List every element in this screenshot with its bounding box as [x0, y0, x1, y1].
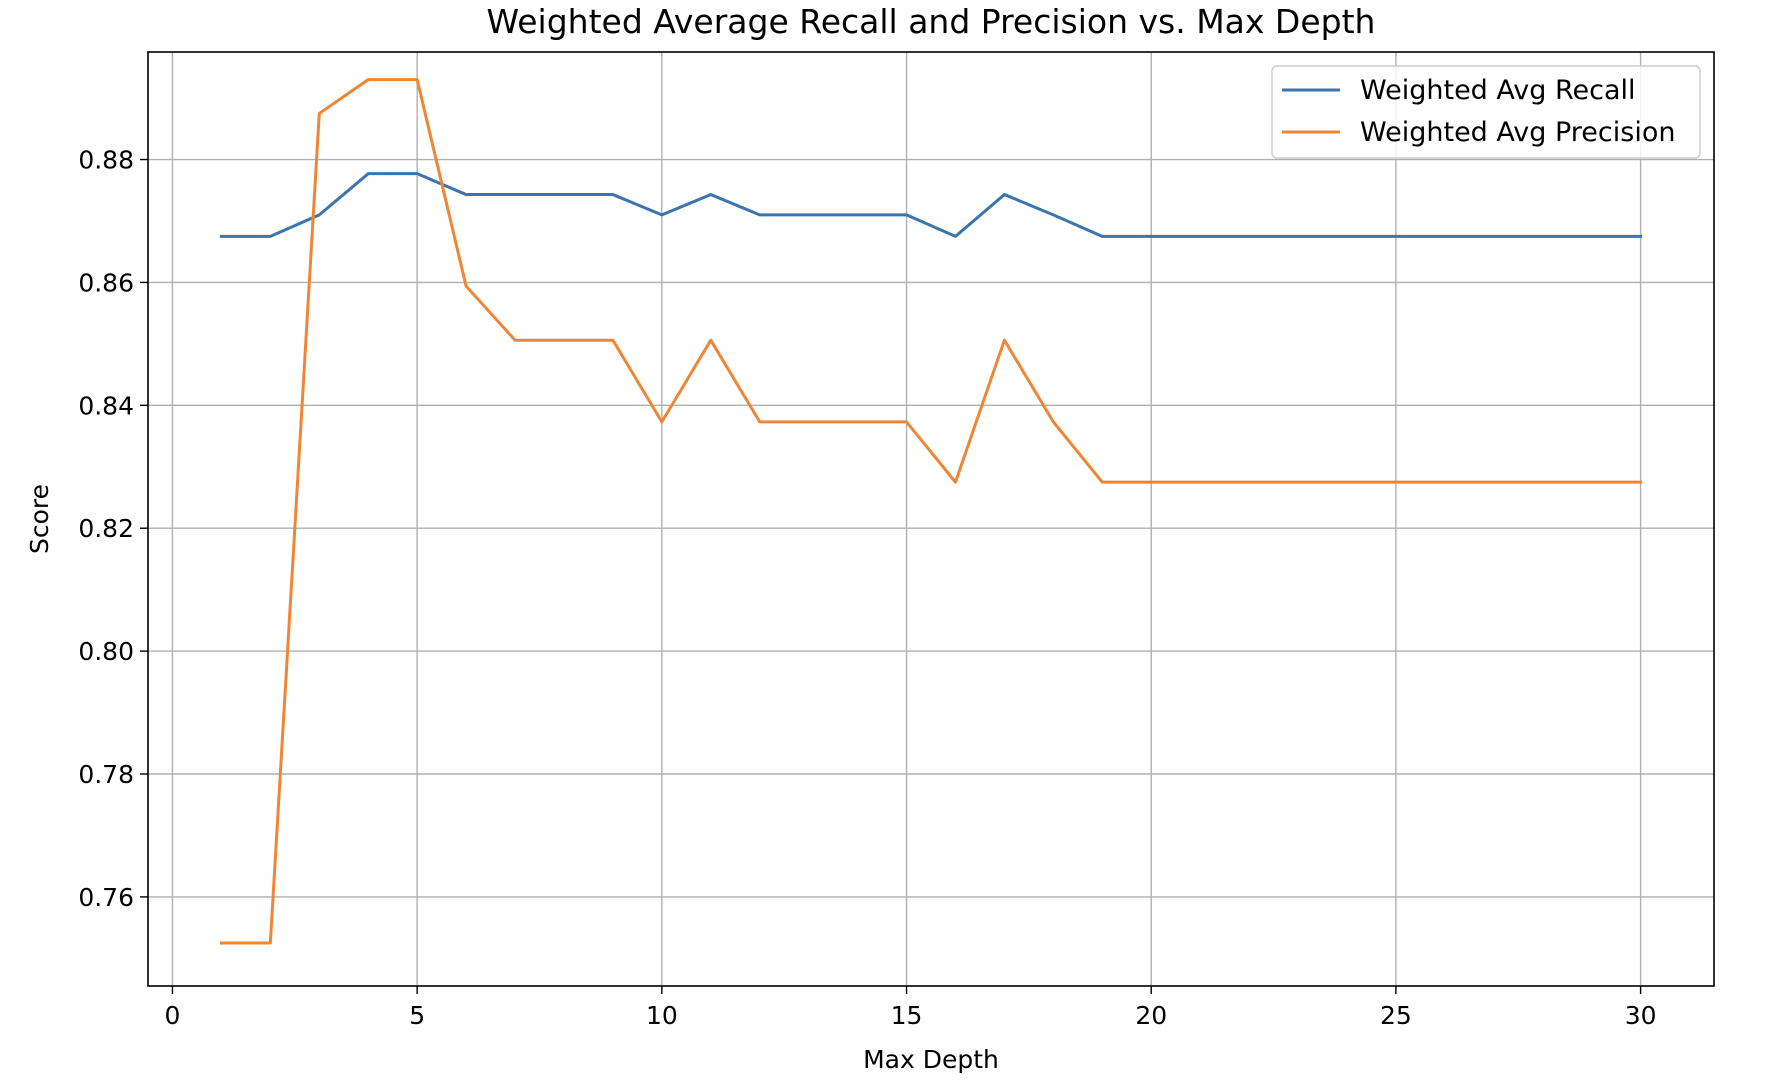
legend-box — [1271, 65, 1701, 159]
legend: Weighted Avg Recall Weighted Avg Precisio… — [1271, 65, 1701, 159]
chart-title: Weighted Average Recall and Precision vs… — [487, 2, 1376, 41]
axis-ticks: 0 5 10 15 20 25 30 0.76 0.78 0.80 0.82 0.84 0.86 0.88 — [78, 146, 1656, 1030]
plot-frame — [147, 51, 1715, 987]
x-tick-label: 25 — [1380, 1001, 1412, 1030]
y-tick-label: 0.84 — [78, 391, 134, 420]
series-lines — [219, 78, 1643, 945]
x-tick-label: 10 — [646, 1001, 678, 1030]
y-tick-label: 0.88 — [78, 146, 134, 175]
x-tick-label: 0 — [165, 1001, 181, 1030]
x-tick-label: 20 — [1135, 1001, 1167, 1030]
y-tick-label: 0.76 — [78, 883, 134, 912]
y-tick-label: 0.82 — [78, 514, 134, 543]
precision-series-line — [219, 78, 1643, 945]
recall-series-line — [219, 172, 1643, 238]
grid — [148, 52, 1714, 986]
y-tick-label: 0.86 — [78, 268, 134, 297]
y-tick-label: 0.78 — [78, 760, 134, 789]
y-axis-label: Score — [25, 484, 54, 554]
legend-label: Weighted Avg Recall — [1360, 75, 1636, 106]
x-axis-label: Max Depth — [863, 1045, 999, 1074]
x-tick-label: 5 — [409, 1001, 425, 1030]
x-tick-label: 15 — [891, 1001, 923, 1030]
legend-label: Weighted Avg Precision — [1360, 117, 1675, 148]
x-tick-label: 30 — [1625, 1001, 1657, 1030]
y-tick-label: 0.80 — [78, 637, 134, 666]
